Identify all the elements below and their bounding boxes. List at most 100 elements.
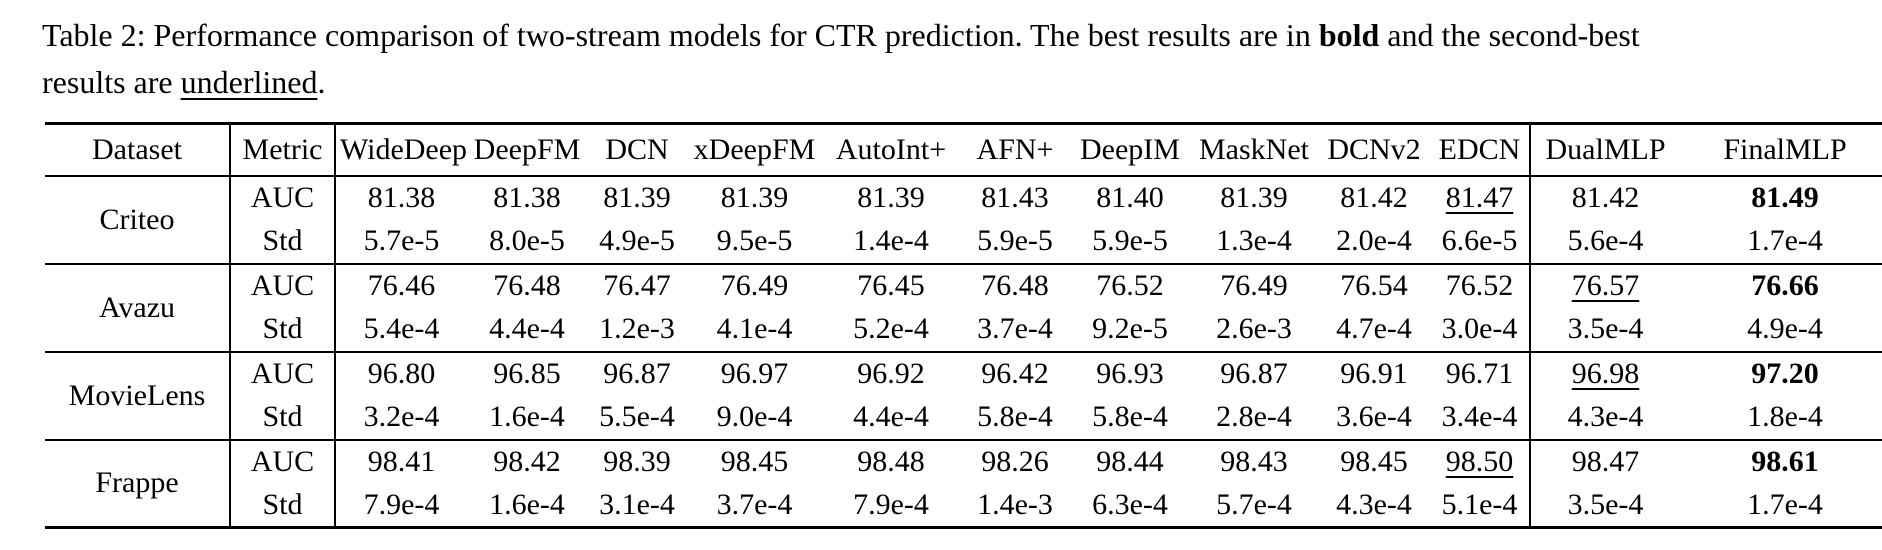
auc-cell: 76.47 [603,269,671,302]
auc-cell: 98.26 [981,445,1049,478]
column-header-dcnv2: DCNv2 [1327,132,1421,166]
std-cell: 5.4e-4 [363,312,440,345]
auc-cell: 81.49 [1751,181,1819,214]
auc-cell: 76.49 [720,269,789,302]
std-cell: 2.8e-4 [1216,400,1292,433]
auc-cell: 76.57 [1571,269,1640,302]
std-cell: 3.2e-4 [363,400,440,433]
dataset-group-avazu: Avazu AUC 76.46 76.48 76.47 76.49 76.45 76.48 76… [45,263,1882,352]
std-cell: 4.9e-4 [1747,312,1823,345]
metric-label-auc: AUC [230,263,336,308]
dataset-label: Criteo [45,175,231,264]
auc-cell: 81.40 [1096,181,1164,214]
std-cell: 5.9e-5 [1092,224,1168,257]
std-cell: 3.1e-4 [599,487,675,521]
metric-label-std: Std [230,483,336,528]
std-cell: 5.1e-4 [1430,483,1531,528]
caption-underlined-word: underlined [180,64,318,100]
auc-row: Frappe AUC 98.41 98.42 98.39 98.45 98.48 98.26 9… [45,439,1882,528]
std-cell: 4.3e-4 [1336,487,1412,521]
column-header-autoint-: AutoInt+ [835,132,947,166]
std-cell: 9.2e-5 [1092,312,1168,345]
column-header-masknet: MaskNet [1199,132,1309,166]
std-cell: 1.3e-4 [1216,224,1292,257]
auc-cell: 98.61 [1751,445,1819,478]
header-row: Dataset Metric WideDeep DeepFM DCN xDeepFM Aut… [45,123,1882,176]
column-header-xdeepfm: xDeepFM [693,132,816,166]
auc-cell: 76.52 [1430,263,1531,308]
column-header-metric: Metric [230,123,336,176]
std-cell: 5.7e-5 [363,224,440,257]
auc-cell: 76.52 [1096,269,1164,302]
column-header-deepfm: DeepFM [473,132,581,166]
std-cell: 6.6e-5 [1430,219,1531,264]
std-row: Std 5.7e-5 8.0e-5 4.9e-5 9.5e-5 1.4e-4 5.9e-5 5… [45,219,1882,264]
auc-cell: 81.42 [1340,181,1408,214]
std-cell: 1.2e-3 [599,312,675,345]
results-table-wrapper: Dataset Metric WideDeep DeepFM DCN xDeepFM Aut… [45,122,1882,529]
std-cell: 1.6e-4 [489,487,565,521]
results-table: Dataset Metric WideDeep DeepFM DCN xDeepFM Aut… [45,122,1882,529]
auc-row: MovieLens AUC 96.80 96.85 96.87 96.97 96.92 96.… [45,351,1882,440]
auc-cell: 96.42 [981,357,1049,390]
metric-label-auc: AUC [230,175,336,220]
std-cell: 1.4e-3 [977,487,1053,521]
std-cell: 1.7e-4 [1747,224,1823,257]
column-header-dataset: Dataset [45,123,231,176]
std-cell: 4.1e-4 [716,312,793,345]
std-cell: 4.4e-4 [489,312,565,345]
auc-cell: 76.66 [1751,269,1819,302]
auc-cell: 98.41 [367,445,436,478]
metric-label-auc: AUC [230,439,336,484]
auc-cell: 98.39 [603,445,671,478]
auc-cell: 96.85 [493,357,561,390]
std-cell: 3.0e-4 [1430,307,1531,352]
dataset-group-criteo: Criteo AUC 81.38 81.38 81.39 81.39 81.39 81.43 8… [45,175,1882,264]
std-row: Std 5.4e-4 4.4e-4 1.2e-3 4.1e-4 5.2e-4 3.7e-4 9… [45,307,1882,352]
std-cell: 3.7e-4 [716,487,793,521]
metric-label-std: Std [230,219,336,264]
std-cell: 2.0e-4 [1336,224,1412,257]
auc-cell: 76.46 [367,269,436,302]
column-header-edcn: EDCN [1430,123,1531,176]
metric-label-auc: AUC [230,351,336,396]
auc-cell: 81.38 [493,181,561,214]
dataset-group-movielens: MovieLens AUC 96.80 96.85 96.87 96.97 96.92 96.… [45,351,1882,440]
std-cell: 3.6e-4 [1336,400,1412,433]
auc-cell: 96.87 [603,357,671,390]
column-header-afn-: AFN+ [976,132,1054,166]
auc-cell: 96.92 [857,357,925,390]
std-cell: 3.7e-4 [977,312,1053,345]
auc-cell: 81.39 [857,181,925,214]
auc-cell: 98.43 [1220,445,1288,478]
auc-cell: 81.39 [720,181,789,214]
std-cell: 4.7e-4 [1336,312,1412,345]
std-row: Std 3.2e-4 1.6e-4 5.5e-4 9.0e-4 4.4e-4 5.8e-4 5… [45,395,1882,440]
auc-cell: 98.44 [1096,445,1164,478]
std-cell: 9.5e-5 [716,224,793,257]
std-cell: 2.6e-3 [1216,312,1292,345]
std-cell: 3.5e-4 [1567,312,1644,345]
std-cell: 5.9e-5 [977,224,1053,257]
auc-cell: 98.47 [1571,445,1640,478]
table-caption: Table 2: Performance comparison of two-s… [42,12,1882,106]
auc-cell: 76.45 [857,269,925,302]
caption-text: . [317,64,326,100]
std-cell: 8.0e-5 [489,224,565,257]
dataset-label: MovieLens [45,351,231,440]
dataset-group-frappe: Frappe AUC 98.41 98.42 98.39 98.45 98.48 98.26 9… [45,439,1882,528]
std-cell: 3.4e-4 [1430,395,1531,440]
auc-cell: 81.47 [1430,175,1531,220]
auc-cell: 96.91 [1340,357,1408,390]
caption-text: results are [42,64,181,100]
std-cell: 5.8e-4 [1092,400,1168,433]
std-cell: 7.9e-4 [853,487,929,521]
column-header-deepim: DeepIM [1080,132,1180,166]
caption-text: Table 2: Performance comparison of two-s… [42,17,1319,53]
auc-cell: 76.48 [981,269,1049,302]
metric-label-std: Std [230,307,336,352]
auc-row: Criteo AUC 81.38 81.38 81.39 81.39 81.39 81.43 8… [45,175,1882,264]
std-cell: 5.8e-4 [977,400,1053,433]
auc-cell: 76.48 [493,269,561,302]
std-cell: 7.9e-4 [363,487,440,521]
